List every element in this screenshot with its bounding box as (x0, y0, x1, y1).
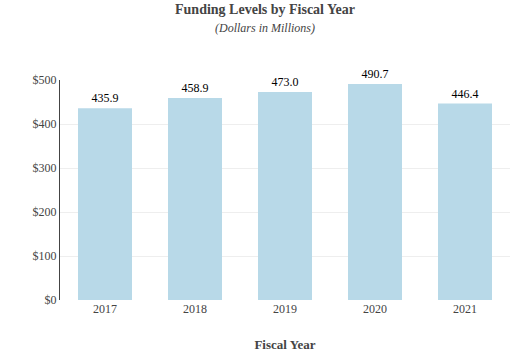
svg-text:2019: 2019 (273, 302, 297, 316)
svg-text:490.7: 490.7 (362, 67, 389, 81)
svg-text:$400: $400 (33, 117, 57, 131)
svg-text:$200: $200 (33, 205, 57, 219)
svg-text:2021: 2021 (453, 302, 477, 316)
svg-text:446.4: 446.4 (452, 87, 479, 101)
svg-text:2018: 2018 (183, 302, 207, 316)
svg-text:458.9: 458.9 (182, 81, 209, 95)
svg-text:$0: $0 (45, 293, 57, 307)
svg-text:$100: $100 (33, 249, 57, 263)
svg-text:435.9: 435.9 (92, 91, 119, 105)
svg-text:Funding Levels by Fiscal Year(: Funding Levels by Fiscal Year(Dollars in… (175, 2, 355, 35)
svg-text:2017: 2017 (93, 302, 117, 316)
svg-text:473.0: 473.0 (272, 75, 299, 89)
svg-text:$500: $500 (33, 73, 57, 87)
svg-text:2020: 2020 (363, 302, 387, 316)
svg-text:$300: $300 (33, 161, 57, 175)
svg-text:Fiscal Year: Fiscal Year (254, 337, 315, 352)
